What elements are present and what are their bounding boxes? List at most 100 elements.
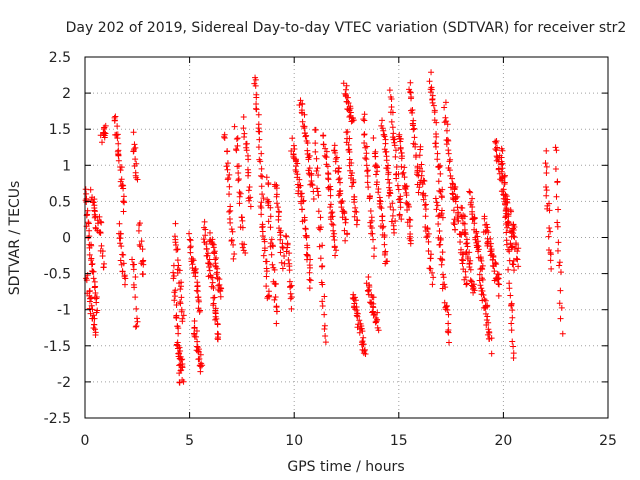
data-point bbox=[513, 241, 520, 248]
data-point bbox=[172, 293, 179, 300]
data-point bbox=[361, 140, 368, 147]
data-point bbox=[85, 220, 92, 227]
data-point bbox=[339, 197, 346, 204]
data-point bbox=[337, 179, 344, 186]
data-point bbox=[113, 131, 120, 138]
data-point bbox=[98, 242, 105, 249]
data-point bbox=[331, 237, 338, 244]
data-point bbox=[136, 221, 143, 228]
data-point bbox=[403, 192, 410, 199]
data-point bbox=[236, 200, 243, 207]
data-point bbox=[378, 205, 385, 212]
data-point bbox=[386, 87, 393, 94]
data-point bbox=[398, 150, 405, 157]
data-point bbox=[373, 171, 380, 178]
data-point bbox=[466, 188, 473, 195]
data-point bbox=[178, 306, 185, 313]
data-point bbox=[300, 198, 307, 205]
y-axis-label: SDTVAR / TECUs bbox=[7, 181, 23, 296]
data-point bbox=[102, 122, 109, 129]
data-point bbox=[433, 199, 440, 206]
data-point bbox=[91, 321, 98, 328]
data-point bbox=[508, 300, 515, 307]
data-point bbox=[275, 213, 282, 220]
data-point bbox=[356, 317, 363, 324]
data-point bbox=[189, 261, 196, 268]
data-point bbox=[315, 172, 322, 179]
data-point bbox=[276, 229, 283, 236]
data-point bbox=[430, 274, 437, 281]
data-point bbox=[318, 279, 325, 286]
data-point bbox=[173, 246, 180, 253]
data-point bbox=[330, 233, 337, 240]
data-point bbox=[375, 189, 382, 196]
data-point bbox=[297, 182, 304, 189]
data-point bbox=[487, 243, 494, 250]
x-tick-label: 25 bbox=[599, 433, 617, 449]
data-point bbox=[190, 257, 197, 264]
data-point bbox=[543, 192, 550, 199]
data-point bbox=[241, 241, 248, 248]
data-point bbox=[134, 176, 141, 183]
data-point bbox=[351, 193, 358, 200]
data-point bbox=[191, 325, 198, 332]
data-point bbox=[478, 257, 485, 264]
data-point bbox=[443, 127, 450, 134]
data-point bbox=[230, 255, 237, 262]
data-point bbox=[343, 98, 350, 105]
data-point bbox=[495, 280, 502, 287]
data-point bbox=[252, 76, 259, 83]
data-point bbox=[362, 154, 369, 161]
data-point bbox=[330, 227, 337, 234]
data-point bbox=[139, 246, 146, 253]
data-point bbox=[444, 328, 451, 335]
data-point bbox=[89, 199, 96, 206]
data-point bbox=[179, 318, 186, 325]
data-point bbox=[259, 224, 266, 231]
data-point bbox=[495, 292, 502, 299]
data-point bbox=[554, 223, 561, 230]
data-point bbox=[501, 172, 508, 179]
data-point bbox=[239, 244, 246, 251]
data-point bbox=[385, 169, 392, 176]
data-point bbox=[351, 294, 358, 301]
data-point bbox=[488, 350, 495, 357]
data-point bbox=[243, 144, 250, 151]
data-point bbox=[386, 184, 393, 191]
data-point bbox=[303, 132, 310, 139]
data-point bbox=[271, 266, 278, 273]
data-point bbox=[446, 339, 453, 346]
y-tick-label: -1.5 bbox=[44, 339, 71, 355]
data-point bbox=[360, 341, 367, 348]
data-point bbox=[435, 221, 442, 228]
data-point bbox=[426, 265, 433, 272]
data-point bbox=[293, 168, 300, 175]
data-point bbox=[342, 86, 349, 93]
data-point bbox=[119, 182, 126, 189]
data-point bbox=[171, 297, 178, 304]
data-point bbox=[215, 331, 222, 338]
data-point bbox=[273, 303, 280, 310]
data-point bbox=[259, 228, 266, 235]
data-point bbox=[268, 236, 275, 243]
data-point bbox=[360, 334, 367, 341]
data-point bbox=[130, 129, 137, 136]
data-point bbox=[338, 204, 345, 211]
data-point bbox=[463, 250, 470, 257]
data-point bbox=[224, 148, 231, 155]
data-point bbox=[558, 304, 565, 311]
data-point bbox=[388, 118, 395, 125]
data-point bbox=[319, 298, 326, 305]
data-point bbox=[132, 274, 139, 281]
data-point bbox=[487, 235, 494, 242]
data-point bbox=[245, 172, 252, 179]
data-point bbox=[256, 128, 263, 135]
data-point bbox=[439, 271, 446, 278]
data-point bbox=[475, 248, 482, 255]
data-point bbox=[88, 302, 95, 309]
data-point bbox=[427, 265, 434, 272]
data-point bbox=[376, 194, 383, 201]
data-point bbox=[434, 150, 441, 157]
data-point bbox=[485, 326, 492, 333]
data-point bbox=[391, 139, 398, 146]
